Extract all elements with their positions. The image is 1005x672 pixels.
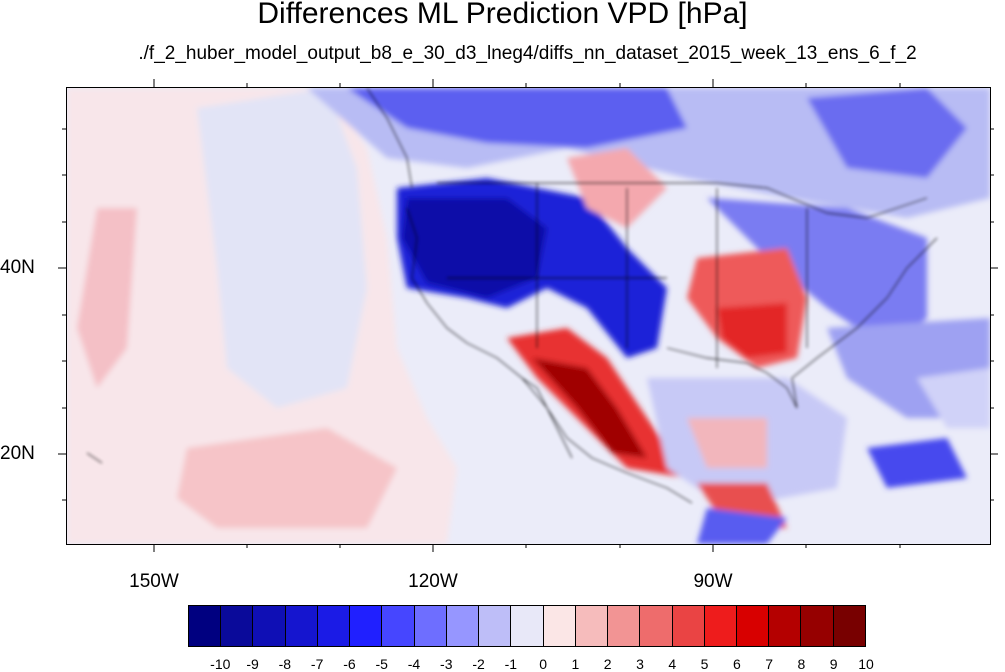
- colorbar-tick-label: 5: [700, 656, 709, 672]
- colorbar-box: [608, 606, 641, 646]
- lat-label-40n: 40N: [0, 257, 35, 278]
- colorbar-tick-label: -2: [472, 656, 485, 672]
- colorbar-box: [801, 606, 834, 646]
- colorbar-box: [414, 606, 447, 646]
- lon-label-150w: 150W: [129, 571, 179, 592]
- colorbar-box: [479, 606, 512, 646]
- colorbar-box: [833, 606, 865, 646]
- colorbar-tick-label: 6: [732, 656, 741, 672]
- colorbar-box: [672, 606, 705, 646]
- lon-label-120w: 120W: [408, 571, 458, 592]
- colorbar-box: [317, 606, 351, 646]
- colorbar-box: [769, 606, 802, 646]
- colorbar-tick-label: 8: [797, 656, 806, 672]
- colorbar-tick-label: -10: [210, 656, 231, 672]
- colorbar-tick-label: 9: [829, 656, 838, 672]
- colorbar-tick-label: -6: [343, 656, 356, 672]
- colorbar-tick-label: 2: [603, 656, 612, 672]
- colorbar-box: [511, 606, 544, 646]
- vpd-difference-field: [67, 88, 990, 544]
- map-subtitle: ./f_2_huber_model_output_b8_e_30_d3_lneg…: [138, 43, 917, 64]
- colorbar-tick-label: -5: [375, 656, 388, 672]
- colorbar-box: [382, 606, 415, 646]
- colorbar-tick-label: 7: [765, 656, 774, 672]
- colorbar-tick-label: 0: [539, 656, 548, 672]
- map-title: Differences ML Prediction VPD [hPa]: [257, 0, 748, 30]
- colorbar-box: [285, 606, 318, 646]
- colorbar-tick-label: -9: [246, 656, 259, 672]
- lat-label-20n: 20N: [0, 443, 35, 464]
- lon-label-90w: 90W: [693, 571, 733, 592]
- colorbar-box: [704, 606, 737, 646]
- colorbar: [188, 605, 866, 647]
- colorbar-tick-label: -7: [310, 656, 324, 672]
- colorbar-tick-label: 4: [668, 656, 677, 672]
- colorbar-tick-label: 3: [636, 656, 644, 672]
- colorbar-box: [221, 606, 254, 646]
- colorbar-tick-label: -1: [504, 656, 518, 672]
- colorbar-box: [575, 606, 609, 646]
- colorbar-box: [736, 606, 770, 646]
- colorbar-tick-label: -3: [440, 656, 453, 672]
- colorbar-tick-label: -4: [407, 656, 421, 672]
- colorbar-tick-label: -8: [278, 656, 292, 672]
- colorbar-tick-label: 1: [571, 656, 580, 672]
- colorbar-box: [640, 606, 673, 646]
- colorbar-tick-label: 10: [858, 656, 874, 672]
- colorbar-box: [350, 606, 383, 646]
- colorbar-box: [446, 606, 480, 646]
- colorbar-box: [253, 606, 286, 646]
- colorbar-box: [543, 606, 576, 646]
- map-panel: [66, 87, 991, 545]
- colorbar-box: [189, 606, 222, 646]
